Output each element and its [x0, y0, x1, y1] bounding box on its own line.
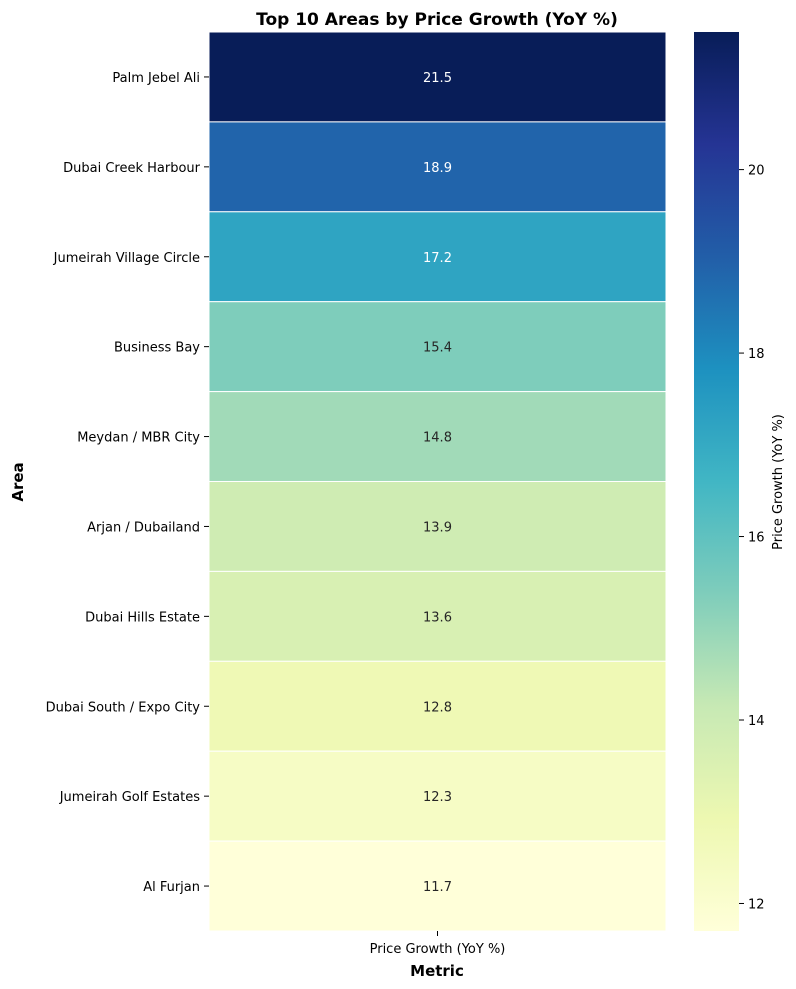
y-tick-label: Business Bay	[114, 341, 200, 356]
heatmap-cell	[208, 391, 667, 483]
cell-value-label: 13.6	[423, 610, 452, 625]
colorbar-tick-label: 14	[748, 714, 765, 729]
cell-value-label: 18.9	[423, 161, 452, 176]
heatmap-cell	[208, 660, 667, 752]
colorbar	[694, 32, 739, 931]
heatmap-cell	[208, 481, 667, 572]
colorbar-label: Price Growth (YoY %)	[771, 414, 786, 550]
cell-value-label: 15.4	[423, 341, 452, 356]
heatmap-cell	[208, 211, 667, 303]
x-tick-labels: Price Growth (YoY %)	[370, 931, 506, 957]
chart-title: Top 10 Areas by Price Growth (YoY %)	[256, 10, 618, 30]
cell-value-label: 17.2	[423, 251, 452, 266]
x-axis-label: Metric	[410, 962, 464, 980]
y-tick-label: Palm Jebel Ali	[112, 71, 200, 86]
cell-value-label: 11.7	[423, 880, 452, 895]
colorbar-tick-label: 16	[748, 531, 765, 546]
y-tick-label: Dubai South / Expo City	[46, 700, 201, 715]
y-tick-label: Al Furjan	[143, 880, 200, 895]
cell-value-label: 12.3	[423, 790, 452, 805]
cell-value-label: 14.8	[423, 431, 452, 446]
heatmap-cells: 21.5 18.9 17.2 15.4 14.8 13.9 13.6 12.8 12.3 11.7	[208, 31, 667, 932]
y-tick-label: Meydan / MBR City	[77, 431, 200, 446]
cell-value-label: 12.8	[423, 700, 452, 715]
cell-value-label: 21.5	[423, 71, 452, 86]
y-tick-label: Jumeirah Village Circle	[53, 251, 200, 266]
y-tick-label: Jumeirah Golf Estates	[59, 790, 201, 805]
y-tick-labels: Palm Jebel Ali Dubai Creek Harbour Jumeira…	[46, 71, 209, 895]
heatmap-cell	[208, 301, 667, 393]
colorbar-ticks: 12 14 16 18 20	[739, 164, 765, 912]
colorbar-tick-label: 20	[748, 164, 765, 179]
heatmap-cell	[208, 570, 667, 662]
heatmap-cell	[208, 840, 667, 932]
y-tick-label: Arjan / Dubailand	[87, 520, 200, 535]
y-tick-label: Dubai Hills Estate	[85, 610, 200, 625]
heatmap-cell	[208, 31, 667, 123]
y-tick-label: Dubai Creek Harbour	[63, 161, 201, 176]
colorbar-tick-label: 18	[748, 347, 765, 362]
y-axis-label: Area	[9, 462, 27, 501]
colorbar-tick-label: 12	[748, 897, 765, 912]
x-tick-label: Price Growth (YoY %)	[370, 942, 506, 957]
heatmap-cell	[208, 121, 667, 213]
cell-value-label: 13.9	[423, 520, 452, 535]
